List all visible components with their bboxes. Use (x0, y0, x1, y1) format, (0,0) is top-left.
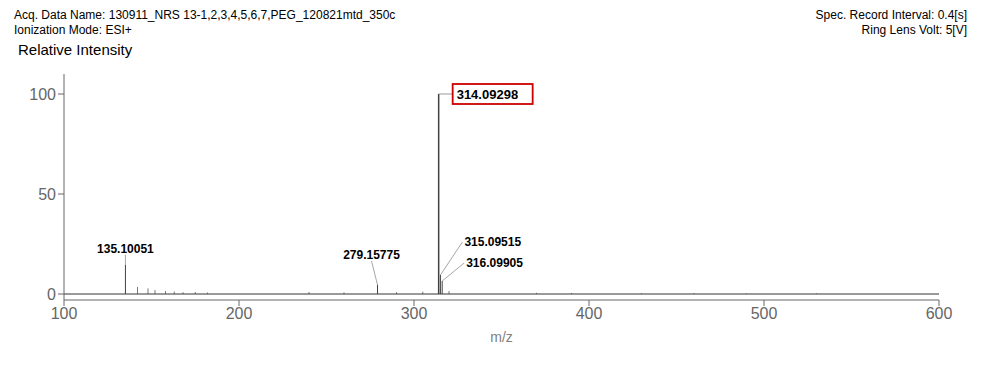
svg-text:100: 100 (29, 86, 56, 103)
html-text:Ionization Mode: ESI+: Ionization Mode: ESI+ (14, 23, 132, 37)
svg-text:300: 300 (401, 305, 428, 322)
svg-text:316.09905: 316.09905 (466, 256, 523, 270)
svg-text:100: 100 (51, 305, 78, 322)
svg-text:600: 600 (926, 305, 953, 322)
svg-text:0: 0 (47, 286, 56, 303)
svg-text:400: 400 (576, 305, 603, 322)
svg-text:314.09298: 314.09298 (457, 87, 518, 102)
html-text:Ring Lens Volt: 5[V]: Ring Lens Volt: 5[V] (861, 23, 967, 37)
svg-text:315.09515: 315.09515 (464, 235, 521, 249)
svg-text:200: 200 (226, 305, 253, 322)
html-text:Relative Intensity: Relative Intensity (18, 41, 133, 58)
svg-text:135.10051: 135.10051 (97, 242, 154, 256)
svg-text:50: 50 (38, 186, 56, 203)
svg-text:500: 500 (751, 305, 778, 322)
svg-text:279.15775: 279.15775 (343, 248, 400, 262)
svg-text:m/z: m/z (490, 329, 513, 345)
html-text:Spec. Record Interval: 0.4[s]: Spec. Record Interval: 0.4[s] (815, 8, 967, 22)
html-text:Acq. Data Name: 130911_NRS 13-: Acq. Data Name: 130911_NRS 13-1,2,3,4,5,… (14, 8, 396, 22)
